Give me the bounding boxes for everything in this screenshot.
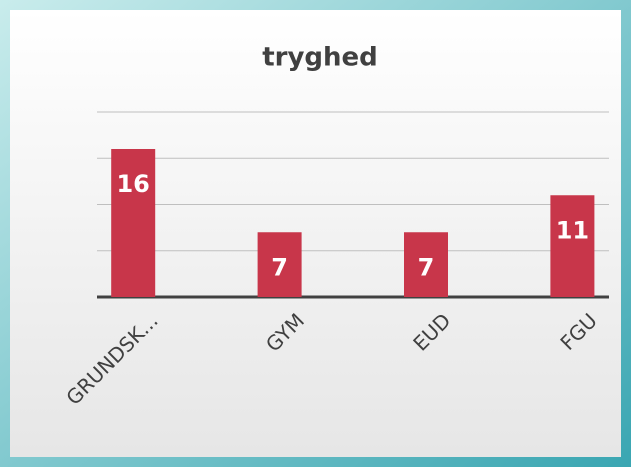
bar xyxy=(404,232,448,297)
data-label: 11 xyxy=(556,216,589,244)
data-label: 7 xyxy=(418,253,435,281)
bar xyxy=(111,149,156,297)
bar xyxy=(257,232,302,297)
bar xyxy=(550,195,595,297)
data-label: 16 xyxy=(116,170,149,198)
chart-title: tryghed xyxy=(262,43,378,73)
chart-area xyxy=(10,10,621,457)
data-label: 7 xyxy=(271,253,288,281)
